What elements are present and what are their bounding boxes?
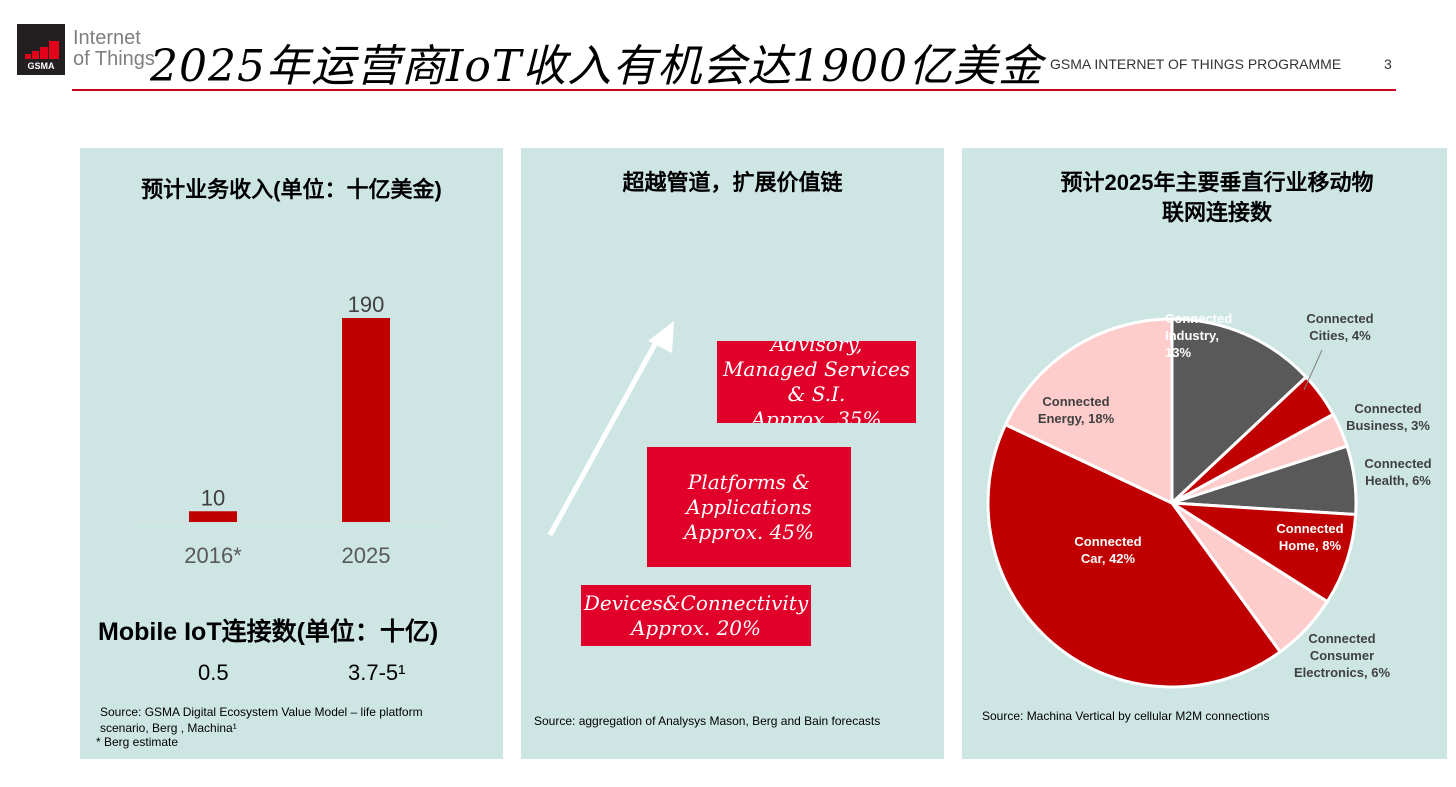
devices-box: Devices&Connectivity Approx. 20% [581,585,811,646]
verticals-pie-chart [986,317,1358,689]
leader-line [1303,349,1323,391]
verticals-title: 预计2025年主要垂直行业移动物 联网连接数 [1060,170,1374,225]
pie-slice-connected-industry [1170,317,1309,507]
pie-label: Connected Health, 6% [1364,456,1432,488]
verticals-source: Source: Machina Vertical by cellular M2M… [982,709,1270,723]
pie-slice-connected-energy [1003,317,1174,506]
pie-label: Connected Car, 42% [1074,534,1142,566]
page-number: 3 [1384,56,1392,72]
value-chain-title: 超越管道，扩展价值链 [622,170,843,195]
bar-2016* [189,511,237,522]
pie-slice-connected-car [986,422,1283,689]
pie-label: Connected Energy, 18% [1037,394,1115,426]
header-divider [72,89,1396,91]
x-tick-label: 2025 [342,543,391,568]
advisory-box: Advisory, Managed Services & S.I. Approx. 3… [717,341,916,423]
arrow-up-icon [547,321,674,537]
connections-2025: 3.7-5¹ [348,660,406,685]
bar-data-label: 190 [348,292,385,317]
slide-title: 2025年运营商IoT收入有机会达1900亿美金 [150,41,1044,92]
value-chain-source: Source: aggregation of Analysys Mason, B… [534,714,881,728]
pie-label: Connected Cities, 4% [1306,311,1374,343]
pie-label: Connected Home, 8% [1276,521,1344,553]
pie-label: Connected Consumer Electronics, 6% [1293,631,1391,680]
gsma-logo: GSMA [17,24,65,75]
revenue-panel [80,148,503,759]
programme-label: GSMA INTERNET OF THINGS PROGRAMME [1050,56,1342,72]
pie-label: Connected Industry, 13% [1165,311,1233,360]
x-tick-label: 2016* [184,543,242,568]
bar-data-label: 10 [201,485,225,510]
brand-text: Internet of Things [73,27,155,70]
connections-title: Mobile IoT连接数(单位：十亿) [98,618,439,646]
bar-2025 [342,318,390,522]
revenue-source: Source: GSMA Digital Ecosystem Value Mod… [100,705,423,735]
berg-note: * Berg estimate [96,735,179,749]
pie-label: Connected Business, 3% [1346,401,1430,433]
revenue-bar-chart: 10 2016* 190 2025 [135,292,445,568]
revenue-title: 预计业务收入(单位：十亿美金) [141,177,442,202]
platforms-box: Platforms & Applications Approx. 45% [647,447,851,567]
pie-slice-connected-home [1171,501,1358,604]
connections-2016: 0.5 [198,660,229,685]
